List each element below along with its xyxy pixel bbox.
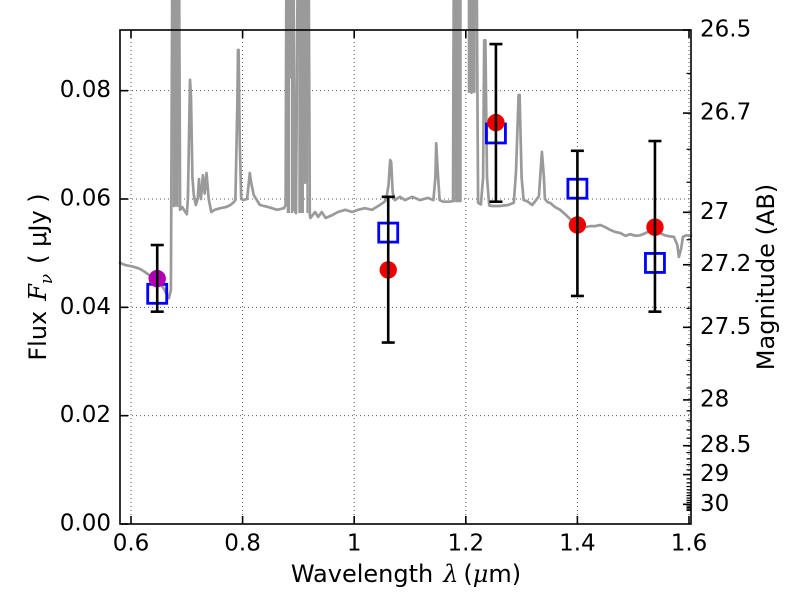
emission-band xyxy=(471,0,476,93)
emission-band xyxy=(290,0,294,214)
x-tick-label: 0.8 xyxy=(224,531,261,557)
mag-tick-label: 27.5 xyxy=(700,314,751,340)
flux-F-symbol: F xyxy=(24,284,53,301)
mag-tick-label: 26.7 xyxy=(700,100,751,126)
x-unit-open: ( xyxy=(463,560,473,588)
flux-word: Flux xyxy=(24,310,53,361)
x-tick-label: 1.2 xyxy=(448,531,485,557)
emission-band xyxy=(172,0,176,208)
mag-tick-label: 27.2 xyxy=(700,251,751,277)
emission-band xyxy=(306,0,309,214)
x-tick-label: 0.6 xyxy=(113,531,150,557)
emission-band xyxy=(298,0,304,214)
emission-band xyxy=(467,0,471,93)
x-axis-label: Wavelength λ (μm) xyxy=(291,560,521,588)
mag-tick-label: 27 xyxy=(700,199,729,225)
mag-tick-label: 28.5 xyxy=(700,432,751,458)
right-y-axis-label: Magnitude (AB) xyxy=(752,183,780,371)
x-tick-label: 1.6 xyxy=(671,531,708,557)
emission-band xyxy=(286,0,291,214)
emission-band xyxy=(176,0,179,208)
flux-tick-label: 0.08 xyxy=(60,77,111,103)
mag-tick-label: 30 xyxy=(700,491,729,517)
x-tick-label: 1.4 xyxy=(559,531,596,557)
flux-tick-label: 0.04 xyxy=(60,294,111,320)
mag-tick-label: 29 xyxy=(700,461,729,487)
mu-symbol: μ xyxy=(472,560,489,588)
x-unit-close: m) xyxy=(488,560,522,588)
mag-tick-label: 28 xyxy=(700,386,729,412)
left-y-axis-label: Flux Fν ( μJy ) xyxy=(24,193,56,360)
plot-frame xyxy=(119,29,692,525)
flux-tick-label: 0.06 xyxy=(60,186,111,212)
mag-tick-label: 26.5 xyxy=(700,16,751,42)
flux-unit: ( μJy ) xyxy=(24,193,53,264)
nu-symbol: ν xyxy=(35,273,56,285)
emission-band xyxy=(454,0,462,203)
flux-tick-label: 0.02 xyxy=(60,402,111,428)
flux-tick-label: 0.00 xyxy=(60,511,111,537)
lambda-symbol: λ xyxy=(443,560,459,588)
spectrum-line xyxy=(118,0,693,300)
x-axis-label-word: Wavelength xyxy=(290,560,434,588)
x-tick-label: 1 xyxy=(347,531,362,557)
